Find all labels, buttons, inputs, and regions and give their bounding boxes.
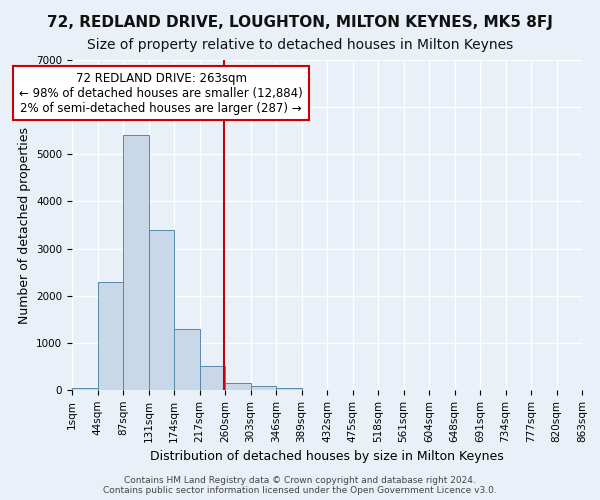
Bar — [97, 282, 123, 390]
Y-axis label: Number of detached properties: Number of detached properties — [17, 126, 31, 324]
Bar — [225, 383, 251, 390]
Bar — [276, 388, 302, 390]
Text: Size of property relative to detached houses in Milton Keynes: Size of property relative to detached ho… — [87, 38, 513, 52]
Bar — [174, 328, 199, 390]
Text: Contains HM Land Registry data © Crown copyright and database right 2024.
Contai: Contains HM Land Registry data © Crown c… — [103, 476, 497, 495]
X-axis label: Distribution of detached houses by size in Milton Keynes: Distribution of detached houses by size … — [150, 450, 504, 463]
Text: 72 REDLAND DRIVE: 263sqm
← 98% of detached houses are smaller (12,884)
2% of sem: 72 REDLAND DRIVE: 263sqm ← 98% of detach… — [19, 72, 303, 114]
Bar — [123, 136, 149, 390]
Bar — [251, 386, 276, 390]
Bar — [199, 366, 225, 390]
Bar — [72, 388, 97, 390]
Text: 72, REDLAND DRIVE, LOUGHTON, MILTON KEYNES, MK5 8FJ: 72, REDLAND DRIVE, LOUGHTON, MILTON KEYN… — [47, 15, 553, 30]
Bar — [149, 230, 174, 390]
